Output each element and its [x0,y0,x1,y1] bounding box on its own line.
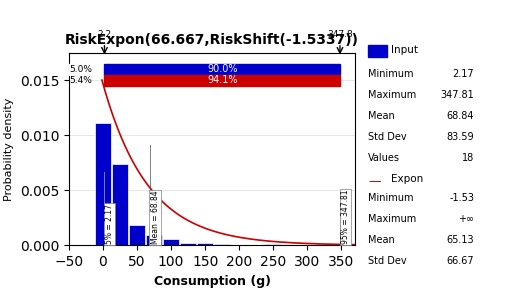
Text: Minimum: Minimum [368,193,414,203]
Bar [266,244,281,245]
Bar [69,64,104,75]
Bar [112,164,128,245]
Y-axis label: Probability density: Probability density [4,97,14,201]
Bar [197,243,213,245]
Text: -1.53: -1.53 [449,193,474,203]
Bar [316,244,332,245]
X-axis label: Consumption (g): Consumption (g) [154,274,270,288]
Text: +∞: +∞ [458,214,474,224]
Text: Mean: Mean [368,111,395,121]
Text: 83.59: 83.59 [447,132,474,142]
Text: 2.2: 2.2 [98,30,111,39]
Text: 5.4%: 5.4% [69,76,92,85]
Bar [215,244,230,245]
Text: Mean = 68.84: Mean = 68.84 [151,191,160,244]
Bar [104,75,340,86]
Text: Maximum: Maximum [368,214,417,224]
Text: Values: Values [368,153,400,163]
Text: Expon: Expon [391,174,423,184]
Text: 65.13: 65.13 [447,235,474,245]
Text: Std Dev: Std Dev [368,256,407,266]
Text: Input: Input [391,45,418,55]
Text: 68.84: 68.84 [447,111,474,121]
Text: Std Dev: Std Dev [368,132,407,142]
Text: 347.81: 347.81 [440,90,474,100]
Bar [104,64,340,75]
Text: 90.0%: 90.0% [207,65,237,74]
Text: Minimum: Minimum [368,69,414,79]
Text: 2.17: 2.17 [453,69,474,79]
Text: Mean: Mean [368,235,395,245]
Bar [334,244,349,245]
Text: 18: 18 [462,153,474,163]
Bar [180,243,196,245]
Text: Maximum: Maximum [368,90,417,100]
Bar [163,239,179,245]
Bar [146,235,162,245]
Text: 66.67: 66.67 [447,256,474,266]
Text: 5.0%: 5.0% [69,65,92,74]
Title: RiskExpon(66.667,RiskShift(-1.5337)): RiskExpon(66.667,RiskShift(-1.5337)) [65,33,359,47]
Text: 5% = 2.17: 5% = 2.17 [105,204,114,244]
Bar [129,225,145,245]
Text: 95% = 347.81: 95% = 347.81 [341,190,350,244]
Text: —: — [368,175,381,188]
Bar [95,123,111,245]
Text: 94.1%: 94.1% [207,75,237,85]
Text: 347.8: 347.8 [327,30,353,39]
